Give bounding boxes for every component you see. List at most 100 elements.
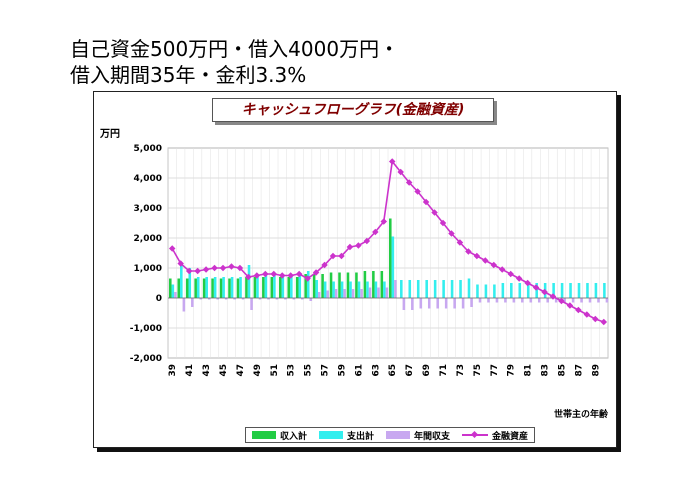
bar-balance: [512, 298, 516, 303]
x-tick-label: 75: [473, 364, 483, 377]
bar-balance: [207, 298, 211, 300]
x-tick-label: 57: [321, 364, 331, 377]
legend: 収入計 支出計 年間収支 金融資産: [245, 427, 536, 443]
x-tick-label: 49: [253, 364, 263, 377]
bar-balance: [444, 298, 448, 309]
assets-point: [262, 270, 269, 278]
bar-income: [338, 272, 341, 298]
bar-income: [194, 278, 197, 298]
legend-label-assets: 金融資産: [492, 431, 529, 442]
bar-income: [185, 278, 189, 298]
x-tick-label: 65: [388, 364, 398, 377]
bar-expense: [315, 280, 318, 298]
bar-balance: [309, 298, 313, 301]
assets-point: [177, 260, 184, 267]
bar-expense: [594, 283, 598, 298]
y-tick-label: -1,000: [130, 324, 162, 334]
bar-income: [202, 278, 206, 298]
bar-balance: [394, 280, 397, 298]
assets-point: [346, 243, 354, 251]
bar-balance: [368, 287, 372, 298]
assets-point: [405, 179, 413, 186]
assets-point: [583, 311, 591, 318]
assets-point: [194, 267, 201, 275]
bar-balance: [546, 298, 549, 303]
bar-expense: [425, 280, 428, 298]
assets-point: [372, 228, 379, 236]
bar-balance: [521, 298, 524, 303]
bar-balance: [537, 298, 541, 303]
bar-expense: [577, 283, 581, 298]
bar-expense: [171, 284, 175, 298]
bar-balance: [461, 298, 465, 309]
bar-expense: [332, 281, 335, 298]
x-tick-label: 43: [202, 364, 212, 377]
assets-point: [600, 318, 608, 326]
bar-expense: [400, 280, 403, 298]
bar-expense: [222, 277, 225, 298]
bar-balance: [385, 287, 389, 298]
y-tick-label: 4,000: [134, 174, 162, 184]
bar-expense: [383, 281, 386, 298]
bar-expense: [416, 280, 420, 298]
assets-point: [388, 158, 396, 165]
bar-balance: [529, 298, 533, 303]
bar-expense: [247, 265, 251, 298]
bar-balance: [182, 298, 186, 312]
assets-point: [448, 230, 455, 237]
bar-income: [169, 278, 172, 298]
assets-point: [270, 270, 278, 278]
assets-point: [515, 275, 523, 282]
bar-balance: [174, 292, 177, 298]
bar-expense: [476, 284, 479, 298]
bar-expense: [290, 275, 293, 298]
bar-expense: [552, 283, 555, 298]
bar-balance: [478, 298, 482, 303]
assets-point: [566, 302, 574, 309]
legend-item-assets: 金融資産: [462, 429, 528, 442]
assets-point: [482, 257, 489, 264]
bar-balance: [360, 289, 363, 298]
bar-balance: [419, 298, 423, 309]
x-tick-label: 89: [591, 364, 601, 377]
assets-point: [287, 272, 294, 279]
x-tick-label: 79: [507, 364, 517, 377]
bar-income: [236, 278, 240, 298]
bar-expense: [205, 277, 208, 298]
bar-expense: [526, 283, 530, 298]
bar-income: [355, 272, 358, 298]
bar-income: [270, 277, 274, 298]
legend-label-balance: 年間収支: [414, 431, 451, 442]
bar-income: [304, 274, 307, 298]
bar-income: [219, 278, 223, 298]
bar-expense: [230, 277, 234, 298]
bar-balance: [436, 298, 439, 309]
bar-expense: [459, 280, 462, 298]
assets-point: [355, 242, 362, 249]
legend-label-income: 収入計: [280, 431, 308, 442]
x-tick-label: 73: [456, 364, 466, 377]
x-tick-label: 87: [574, 364, 584, 377]
bar-balance: [258, 298, 262, 300]
bar-expense: [391, 236, 395, 298]
bar-balance: [275, 298, 279, 300]
assets-point: [321, 261, 328, 269]
bar-expense: [374, 281, 378, 298]
legend-item-income: 収入計: [252, 429, 307, 442]
bar-expense: [256, 275, 259, 298]
bar-expense: [569, 283, 572, 298]
x-axis-label: 世帯主の年齢: [553, 410, 608, 420]
assets-point: [498, 266, 506, 273]
assets-point: [575, 306, 582, 314]
assets-point: [507, 270, 514, 278]
assets-point: [592, 315, 599, 323]
bar-expense: [467, 278, 471, 298]
bar-income: [295, 277, 299, 298]
bar-income: [253, 277, 257, 298]
bar-income: [245, 277, 248, 298]
legend-item-balance: 年間収支: [386, 429, 450, 442]
assets-point: [473, 252, 481, 260]
bar-balance: [267, 298, 270, 300]
assets-point: [202, 266, 210, 273]
bar-balance: [495, 298, 499, 303]
